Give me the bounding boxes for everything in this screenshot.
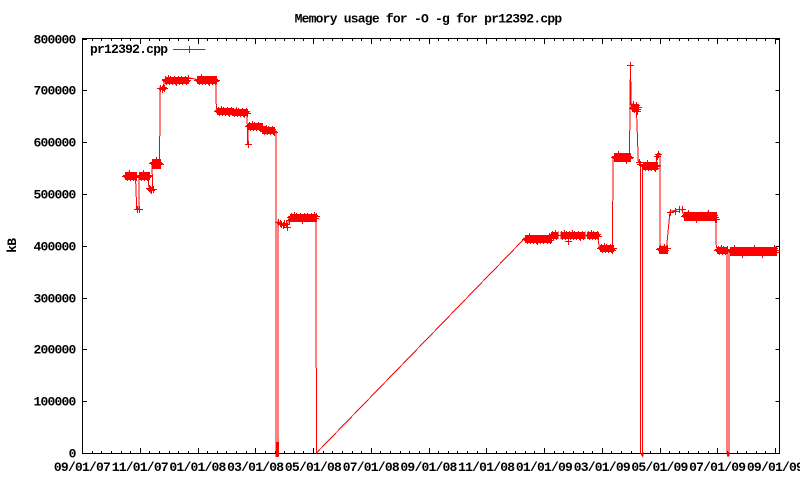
svg-text:kB: kB [5, 238, 20, 253]
svg-text:03/01/08: 03/01/08 [227, 460, 284, 475]
svg-text:11/01/08: 11/01/08 [458, 460, 515, 475]
svg-text:600000: 600000 [33, 136, 76, 151]
svg-text:05/01/08: 05/01/08 [285, 460, 342, 475]
svg-text:09/01/07: 09/01/07 [54, 460, 110, 475]
svg-text:800000: 800000 [33, 33, 76, 48]
svg-text:pr12392.cpp: pr12392.cpp [90, 42, 168, 57]
svg-text:07/01/09: 07/01/09 [689, 460, 746, 475]
svg-text:03/01/09: 03/01/09 [574, 460, 631, 475]
svg-text:05/01/09: 05/01/09 [631, 460, 688, 475]
svg-text:01/01/09: 01/01/09 [516, 460, 573, 475]
svg-text:11/01/07: 11/01/07 [112, 460, 168, 475]
svg-text:0: 0 [69, 447, 77, 462]
svg-text:400000: 400000 [33, 240, 76, 255]
svg-text:09/01/08: 09/01/08 [400, 460, 457, 475]
svg-text:09/01/09: 09/01/09 [747, 460, 800, 475]
svg-text:07/01/08: 07/01/08 [343, 460, 400, 475]
svg-text:Memory usage for -O -g for pr1: Memory usage for -O -g for pr12392.cpp [295, 12, 563, 27]
svg-text:100000: 100000 [33, 395, 76, 410]
svg-text:500000: 500000 [33, 188, 76, 203]
svg-text:700000: 700000 [33, 84, 76, 99]
svg-text:300000: 300000 [33, 292, 76, 307]
svg-text:01/01/08: 01/01/08 [169, 460, 226, 475]
svg-text:200000: 200000 [33, 343, 76, 358]
